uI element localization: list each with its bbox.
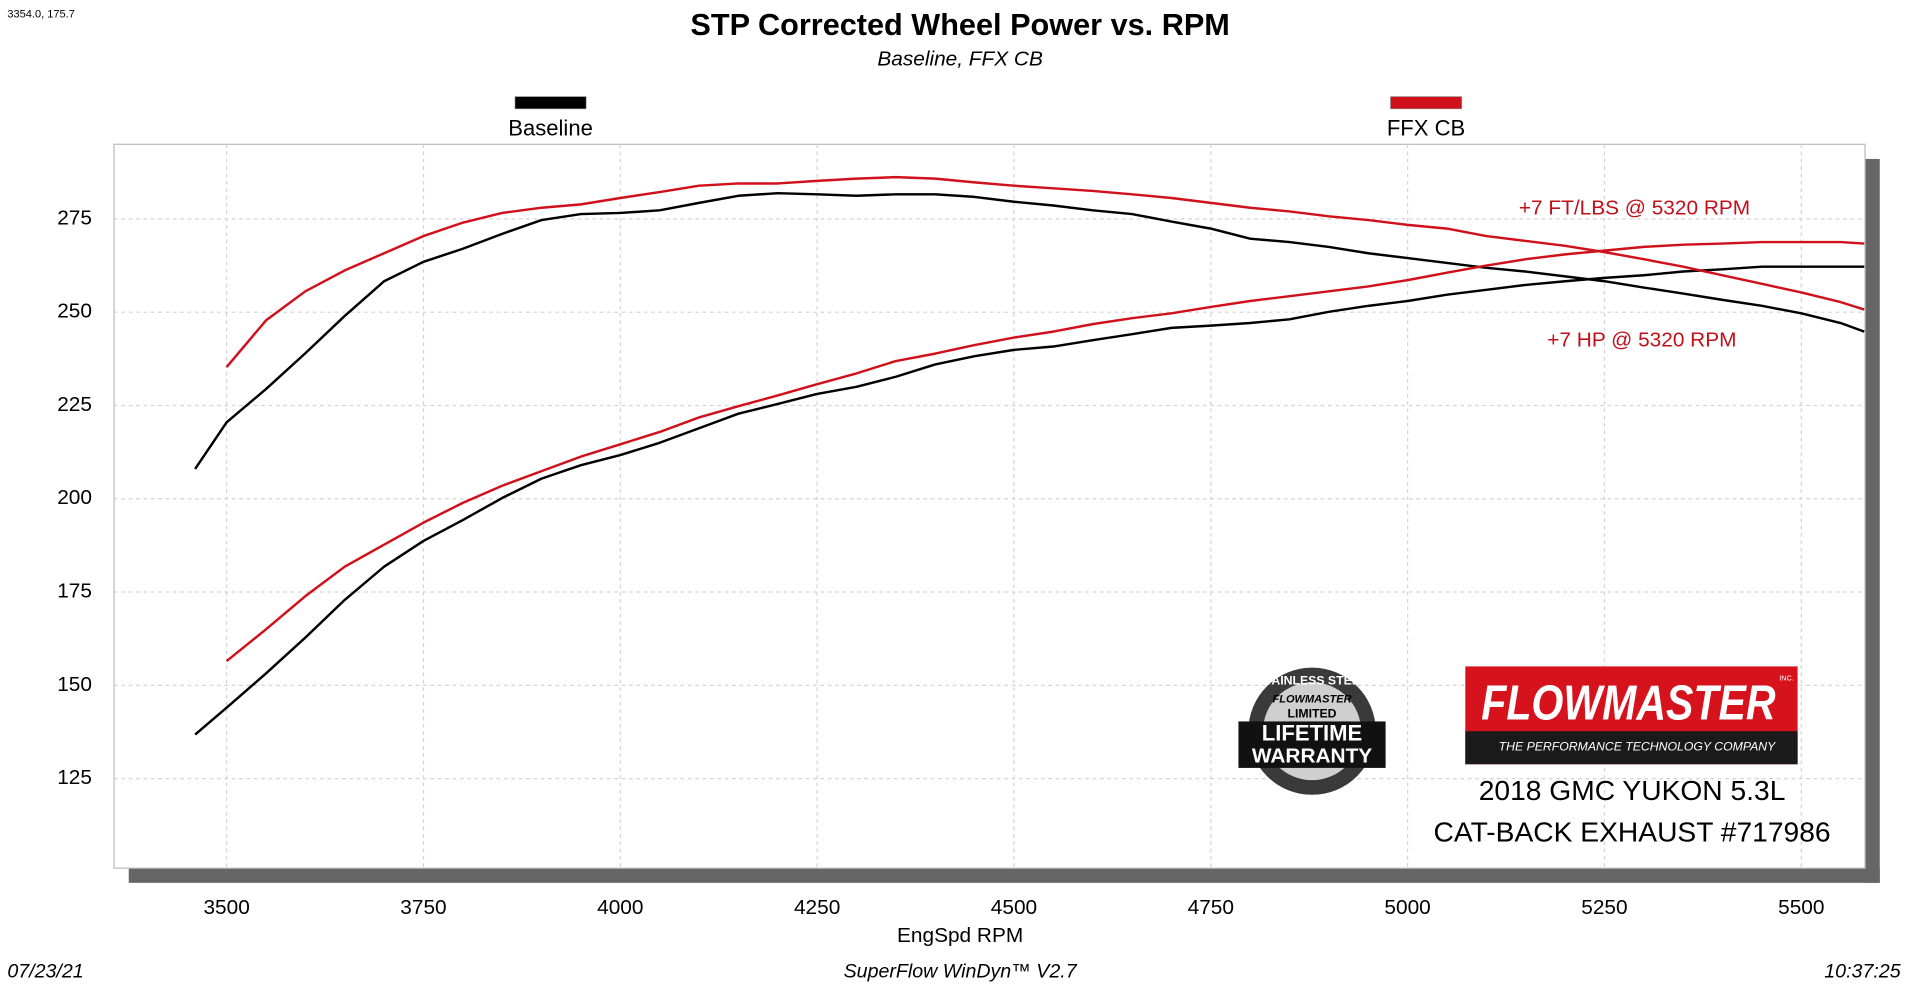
legend-label: FFX CB (1387, 115, 1465, 140)
x-axis-label: EngSpd RPM (897, 924, 1023, 947)
chart-subtitle: Baseline, FFX CB (877, 47, 1043, 70)
footer-software: SuperFlow WinDyn™ V2.7 (844, 960, 1078, 982)
logo-band (1465, 731, 1798, 765)
badge-text: LIFETIME (1262, 721, 1362, 746)
curve-torque (225, 175, 1865, 368)
curve-hp (194, 265, 1865, 736)
y-tick-label: 150 (57, 673, 92, 696)
curve-torque (194, 191, 1865, 470)
lines (194, 175, 1865, 736)
x-tick-label: 5250 (1581, 896, 1627, 919)
x-tick-label: 3500 (203, 896, 249, 919)
cursor-readout: 3354.0, 175.7 (7, 9, 74, 21)
legend-swatch (514, 96, 587, 110)
badge-band (1238, 721, 1386, 768)
x-tick-label: 4500 (991, 896, 1037, 919)
badge-text: WARRANTY (1252, 744, 1372, 767)
y-tick-label: 175 (57, 580, 92, 603)
y-tick-label: 200 (57, 486, 92, 509)
legend: Baseline FFX CB (508, 96, 1465, 140)
x-tick-label: 4250 (794, 896, 840, 919)
annotation: +7 HP @ 5320 RPM (1547, 329, 1736, 352)
vehicle-product: CAT-BACK EXHAUST #717986 (1434, 816, 1831, 847)
x-tick-label: 4000 (597, 896, 643, 919)
footer-time: 10:37:25 (1824, 960, 1900, 982)
vehicle-model: 2018 GMC YUKON 5.3L (1479, 775, 1786, 806)
legend-label: Baseline (508, 115, 593, 140)
x-tick-label: 5000 (1384, 896, 1430, 919)
x-tick-label: 4750 (1188, 896, 1234, 919)
y-tick-label: 250 (57, 300, 92, 323)
badge-text: STAINLESS STEEL (1257, 673, 1368, 687)
chart-title: STP Corrected Wheel Power vs. RPM (690, 8, 1229, 42)
curve-hp (225, 240, 1865, 663)
x-tick-label: 5500 (1778, 896, 1824, 919)
warranty-badge: STAINLESS STEEL FLOWMASTER LIMITED LIFET… (1238, 667, 1386, 795)
y-tick-label: 275 (57, 206, 92, 229)
y-tick-label: 125 (57, 766, 92, 789)
x-tick-label: 3750 (400, 896, 446, 919)
frame-shadow (128, 868, 1880, 883)
badge-text: LIMITED (1288, 706, 1337, 720)
footer-date: 07/23/21 (7, 960, 83, 982)
annotation: +7 FT/LBS @ 5320 RPM (1519, 197, 1750, 220)
frame-shadow (1865, 158, 1880, 883)
badge-text: FLOWMASTER (1273, 693, 1352, 705)
y-tick-label: 225 (57, 393, 92, 416)
logo-text: INC. (1779, 674, 1794, 683)
logo-tagline: THE PERFORMANCE TECHNOLOGY COMPANY (1499, 739, 1776, 753)
logo-text: FLOWMASTER (1481, 677, 1776, 731)
brand-logo: FLOWMASTER INC. THE PERFORMANCE TECHNOLO… (1465, 666, 1798, 765)
legend-swatch (1390, 96, 1462, 110)
